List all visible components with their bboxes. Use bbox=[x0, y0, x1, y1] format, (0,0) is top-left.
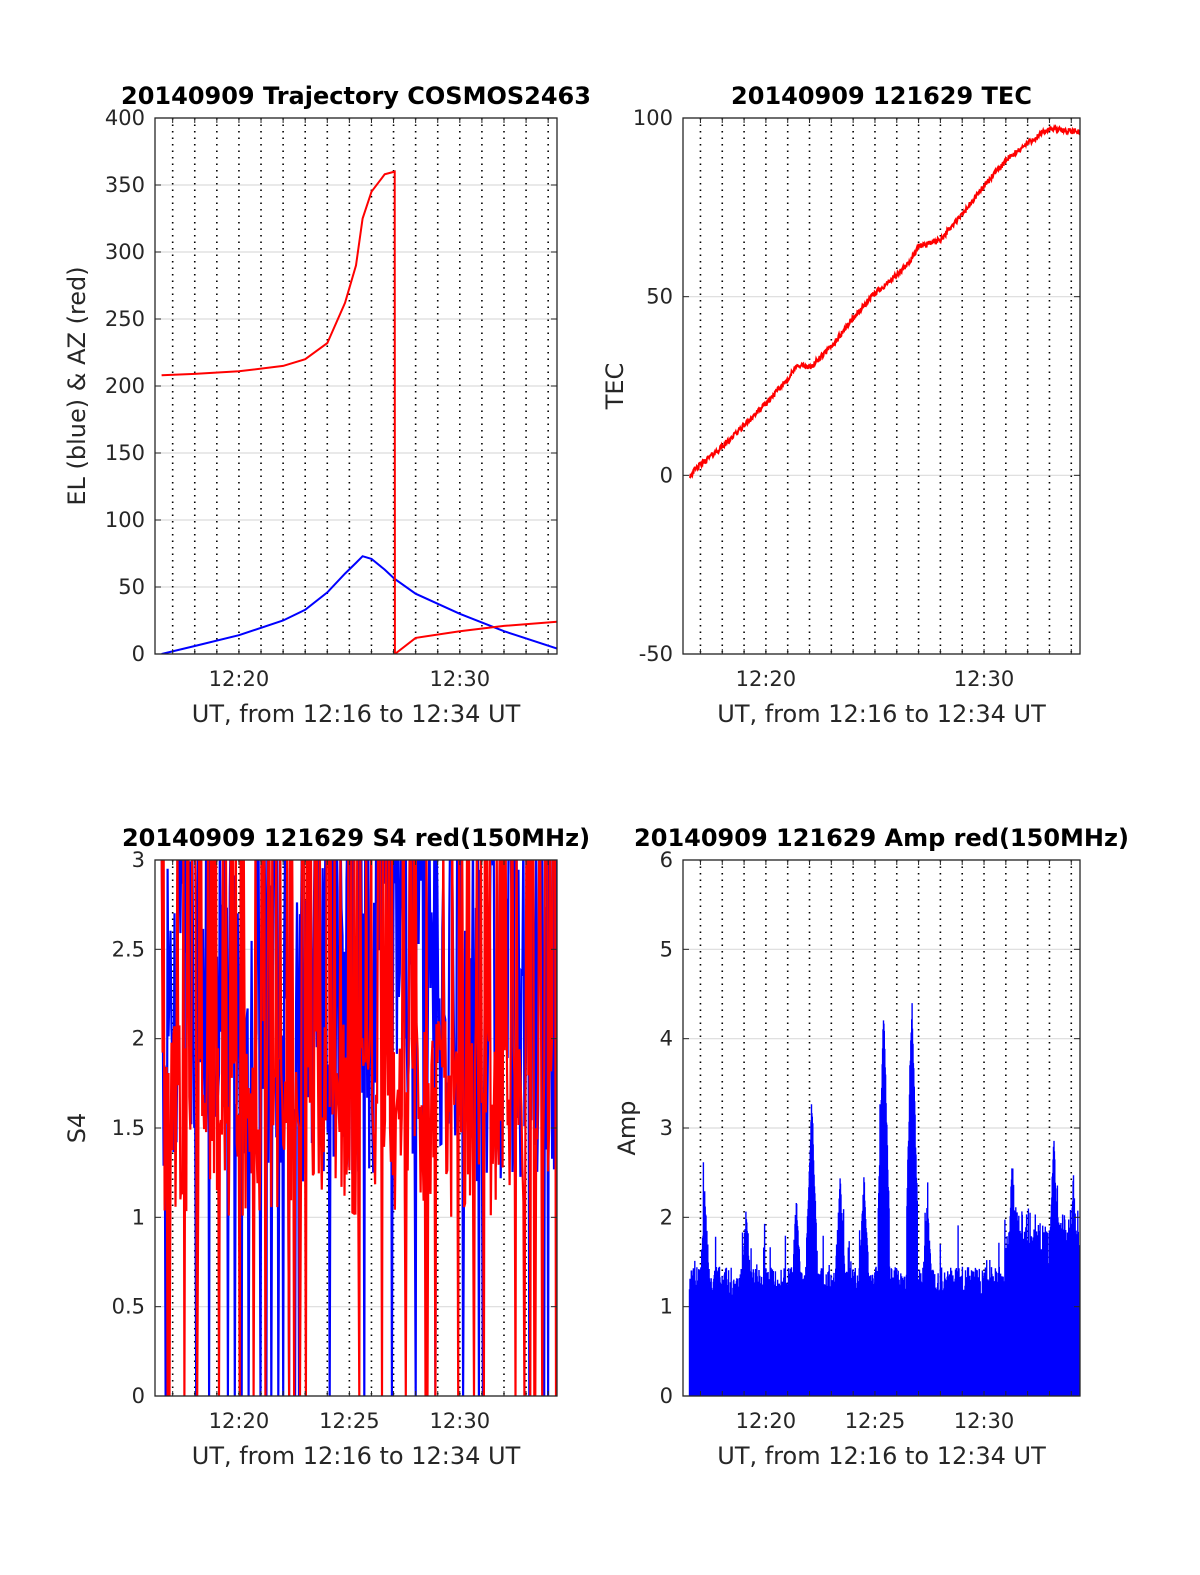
y-tick-label: -50 bbox=[639, 642, 673, 666]
chart-title: 20140909 121629 TEC bbox=[731, 82, 1032, 110]
y-tick-label: 0 bbox=[132, 642, 145, 666]
y-tick-label: 50 bbox=[118, 575, 145, 599]
x-tick-label: 12:30 bbox=[430, 667, 491, 691]
plot-area bbox=[688, 1003, 1080, 1396]
chart-2: -50 0 50 100 12:20 12:30 UT, from 12:16 to 12:… bbox=[601, 82, 1081, 728]
chart-1: 0 50 100 150 200 250 300 350 400 12:20 12:30 UT, fr… bbox=[63, 82, 591, 728]
x-axis-label: UT, from 12:16 to 12:34 UT bbox=[717, 700, 1046, 728]
x-axis-label: UT, from 12:16 to 12:34 UT bbox=[192, 700, 521, 728]
y-axis-label: Amp bbox=[613, 1100, 641, 1155]
y-tick-label: 0.5 bbox=[112, 1295, 145, 1319]
series-line-s4-2 bbox=[160, 860, 557, 1396]
x-tick-label: 12:25 bbox=[845, 1409, 906, 1433]
y-tick-label: 350 bbox=[105, 173, 145, 197]
y-tick-label: 250 bbox=[105, 307, 145, 331]
plot-area bbox=[161, 170, 557, 654]
y-tick-label: 100 bbox=[633, 106, 673, 130]
y-tick-label: 400 bbox=[105, 106, 145, 130]
amplitude-bars bbox=[688, 1003, 1080, 1396]
y-tick-label: 4 bbox=[660, 1027, 673, 1051]
chart-4: 0 1 2 3 4 5 6 12:20 12:25 12:30 UT, from 12:16 to … bbox=[613, 824, 1129, 1470]
chart-title: 20140909 121629 Amp red(150MHz) bbox=[634, 824, 1129, 852]
plot-area bbox=[160, 860, 557, 1396]
y-tick-label: 5 bbox=[660, 937, 673, 961]
series-line-1 bbox=[161, 555, 557, 654]
y-tick-label: 6 bbox=[660, 848, 673, 872]
y-tick-label: 50 bbox=[646, 285, 673, 309]
y-axis-label: TEC bbox=[601, 363, 629, 411]
y-tick-label: 1.5 bbox=[112, 1116, 145, 1140]
y-axis-label: S4 bbox=[63, 1113, 91, 1144]
y-tick-label: 300 bbox=[105, 240, 145, 264]
y-axis-label: EL (blue) & AZ (red) bbox=[63, 266, 91, 505]
x-tick-label: 12:30 bbox=[954, 667, 1015, 691]
x-axis-label: UT, from 12:16 to 12:34 UT bbox=[717, 1442, 1046, 1470]
y-tick-label: 0 bbox=[660, 1384, 673, 1408]
chart-title: 20140909 Trajectory COSMOS2463 bbox=[121, 82, 591, 110]
chart-3: 0 0.5 1 1.5 2 2.5 3 12:20 12:25 12:30 UT, from 12:… bbox=[63, 824, 590, 1470]
y-tick-label: 100 bbox=[105, 508, 145, 532]
series-line-tec bbox=[688, 124, 1080, 480]
y-tick-label: 150 bbox=[105, 441, 145, 465]
x-tick-label: 12:30 bbox=[430, 1409, 491, 1433]
x-tick-label: 12:20 bbox=[736, 667, 797, 691]
y-tick-label: 3 bbox=[132, 848, 145, 872]
series-line-s4-1 bbox=[160, 860, 557, 1396]
y-tick-label: 0 bbox=[132, 1384, 145, 1408]
x-tick-label: 12:20 bbox=[736, 1409, 797, 1433]
y-tick-label: 1 bbox=[660, 1295, 673, 1319]
x-tick-label: 12:20 bbox=[209, 667, 270, 691]
y-tick-label: 3 bbox=[660, 1116, 673, 1140]
x-tick-label: 12:25 bbox=[319, 1409, 380, 1433]
y-tick-label: 2 bbox=[660, 1205, 673, 1229]
y-tick-label: 200 bbox=[105, 374, 145, 398]
y-tick-label: 2.5 bbox=[112, 937, 145, 961]
x-tick-label: 12:20 bbox=[209, 1409, 270, 1433]
plot-area bbox=[688, 124, 1080, 480]
y-tick-label: 2 bbox=[132, 1027, 145, 1051]
x-tick-label: 12:30 bbox=[954, 1409, 1015, 1433]
y-tick-label: 0 bbox=[660, 463, 673, 487]
x-axis-label: UT, from 12:16 to 12:34 UT bbox=[192, 1442, 521, 1470]
chart-title: 20140909 121629 S4 red(150MHz) bbox=[122, 824, 590, 852]
axes-box bbox=[682, 117, 1081, 655]
y-tick-label: 1 bbox=[132, 1205, 145, 1229]
series-line-2 bbox=[161, 170, 557, 654]
